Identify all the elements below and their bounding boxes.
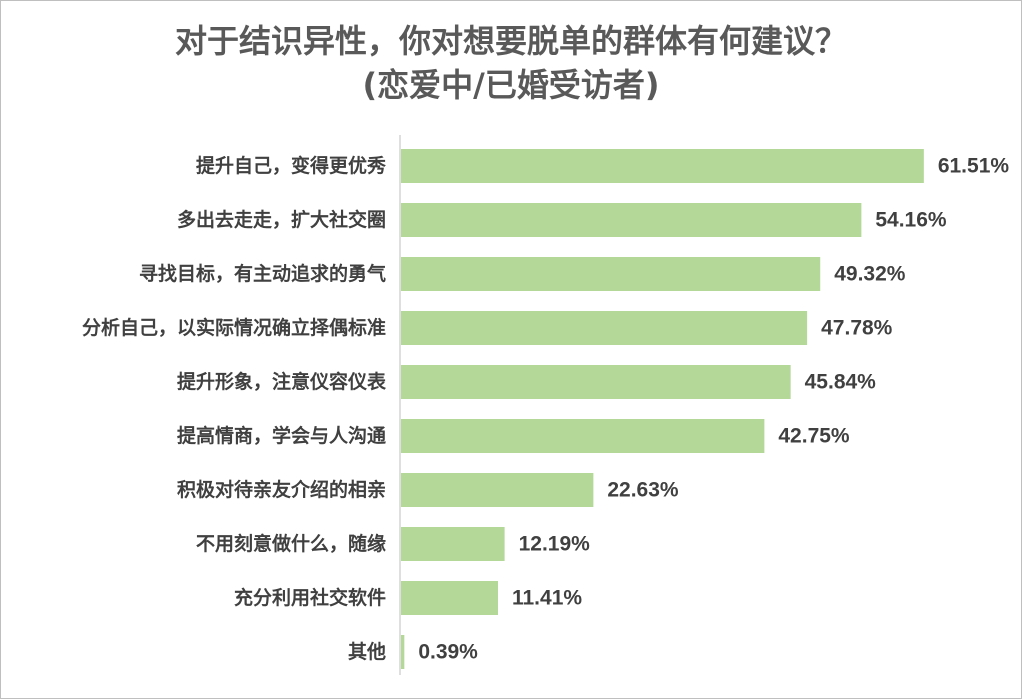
category-label-8: 充分利用社交软件 — [234, 586, 386, 609]
value-label-5: 42.75% — [778, 425, 850, 448]
value-label-8: 11.41% — [512, 587, 582, 610]
category-label-4: 提升形象，注意仪容仪表 — [177, 370, 387, 393]
bar-4 — [401, 365, 791, 399]
category-label-3: 分析自己，以实际情况确立择偶标准 — [82, 316, 386, 339]
value-label-4: 45.84% — [805, 371, 877, 394]
value-label-0: 61.51% — [938, 155, 1010, 178]
chart-subtitle: (恋爱中/已婚受访者) — [362, 66, 660, 104]
bar-7 — [401, 527, 505, 561]
chart-title: 对于结识异性，你对想要脱单的群体有何建议？ (恋爱中/已婚受访者) — [1, 19, 1021, 107]
value-label-3: 47.78% — [821, 317, 893, 340]
bar-3 — [401, 311, 808, 345]
bar-0 — [401, 149, 924, 183]
bar-2 — [401, 257, 821, 291]
bar-5 — [401, 419, 765, 453]
bar-1 — [401, 203, 862, 237]
category-label-2: 寻找目标，有主动追求的勇气 — [139, 262, 386, 285]
category-label-5: 提高情商，学会与人沟通 — [177, 424, 387, 447]
category-label-1: 多出去走走，扩大社交圈 — [177, 208, 386, 231]
category-label-9: 其他 — [348, 640, 386, 663]
value-label-1: 54.16% — [875, 209, 947, 232]
chart-title-main: 对于结识异性，你对想要脱单的群体有何建议？ — [174, 22, 847, 60]
category-label-0: 提升自己，变得更优秀 — [196, 154, 387, 177]
category-label-6: 积极对待亲友介绍的相亲 — [177, 478, 386, 501]
value-label-9: 0.39% — [418, 641, 478, 664]
value-label-2: 49.32% — [834, 263, 906, 286]
bar-8 — [401, 581, 498, 615]
value-label-7: 12.19% — [519, 533, 591, 556]
value-label-6: 22.63% — [607, 479, 679, 502]
bar-9 — [401, 635, 405, 669]
bar-6 — [401, 473, 594, 507]
category-label-7: 不用刻意做什么，随缘 — [196, 532, 386, 555]
